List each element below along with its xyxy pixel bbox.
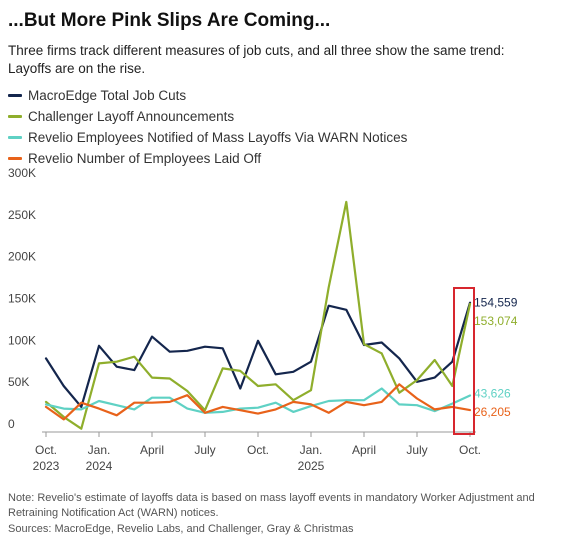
x-tick-label: 2023 <box>33 459 60 473</box>
legend-swatch <box>8 115 22 118</box>
legend-swatch <box>8 136 22 139</box>
x-tick-label: Oct. <box>247 443 269 457</box>
legend-label: Revelio Employees Notified of Mass Layof… <box>28 130 408 145</box>
legend-label: Challenger Layoff Announcements <box>28 109 235 124</box>
legend-item: Revelio Number of Employees Laid Off <box>8 148 407 169</box>
series-line <box>44 387 472 414</box>
legend-swatch <box>8 157 22 160</box>
y-tick-label: 100K <box>8 333 36 347</box>
legend-item: MacroEdge Total Job Cuts <box>8 85 407 106</box>
x-tick-label: 2024 <box>86 459 113 473</box>
x-tick-label: July <box>194 443 215 457</box>
x-tick-label: Oct. <box>459 443 481 457</box>
end-value-label: 154,559 <box>474 296 518 310</box>
sources: Sources: MacroEdge, Revelio Labs, and Ch… <box>8 523 354 535</box>
legend: MacroEdge Total Job Cuts Challenger Layof… <box>8 85 407 169</box>
legend-label: MacroEdge Total Job Cuts <box>28 88 187 103</box>
highlight-box <box>453 287 475 435</box>
x-tick-label: April <box>140 443 164 457</box>
chart-subtitle: Three firms track different measures of … <box>8 43 505 76</box>
y-tick-label: 150K <box>8 292 36 306</box>
footnote: Note: Revelio's estimate of layoffs data… <box>8 492 535 519</box>
x-tick-label: July <box>406 443 427 457</box>
legend-item: Revelio Employees Notified of Mass Layof… <box>8 127 407 148</box>
line-chart: 0 50K 100K 150K 200K 250K 300K Oct. 2023 Jan. 2024… <box>8 166 518 473</box>
x-tick-label: Oct. <box>35 443 57 457</box>
x-tick-label: Jan. <box>300 443 323 457</box>
end-value-label: 26,205 <box>474 405 511 419</box>
y-tick-label: 200K <box>8 250 36 264</box>
y-tick-label: 50K <box>8 375 29 389</box>
x-tick-label: Jan. <box>88 443 111 457</box>
legend-swatch <box>8 94 22 97</box>
x-tick-label: April <box>352 443 376 457</box>
y-tick-label: 300K <box>8 166 36 180</box>
end-value-label: 153,074 <box>474 314 518 328</box>
y-tick-label: 0 <box>8 417 15 431</box>
end-value-label: 43,626 <box>474 386 511 400</box>
y-tick-label: 250K <box>8 208 36 222</box>
legend-label: Revelio Number of Employees Laid Off <box>28 151 262 166</box>
series-line <box>44 200 472 430</box>
series-line <box>44 301 472 408</box>
x-tick-label: 2025 <box>298 459 325 473</box>
legend-item: Challenger Layoff Announcements <box>8 106 407 127</box>
chart-title: ...But More Pink Slips Are Coming... <box>8 10 331 31</box>
series-line <box>44 383 472 421</box>
